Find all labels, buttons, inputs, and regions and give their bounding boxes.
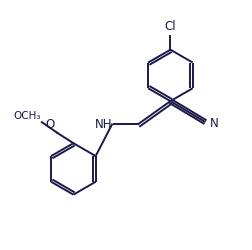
Text: NH: NH <box>94 117 112 130</box>
Text: N: N <box>210 116 219 129</box>
Text: Cl: Cl <box>165 20 176 33</box>
Text: O: O <box>45 118 55 131</box>
Text: OCH₃: OCH₃ <box>13 110 41 120</box>
